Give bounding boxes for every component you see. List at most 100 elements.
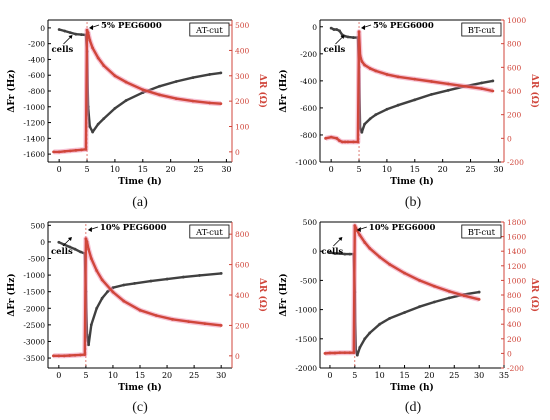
data-point [338, 139, 341, 143]
y-left-axis-label: ΔFr (Hz) [278, 69, 289, 112]
y-right-tick-label: 1200 [507, 262, 526, 271]
data-point [95, 269, 99, 273]
data-point [385, 73, 389, 76]
data-point [446, 82, 450, 86]
series-2-line [53, 237, 222, 357]
cut-label-box [189, 22, 230, 37]
y-right-tick-label: 600 [235, 261, 250, 270]
data-point [57, 28, 61, 31]
panel-label-d: (d) [404, 400, 422, 415]
x-tick-label: 20 [166, 165, 176, 174]
y-right-tick-label: 800 [235, 230, 250, 239]
data-point [358, 346, 362, 349]
cut-label: BT-cut [468, 228, 496, 238]
x-tick-label: 5 [356, 165, 361, 174]
cut-label-box [461, 22, 502, 37]
data-point [363, 337, 367, 341]
data-point [447, 289, 451, 293]
panel-label-c: (c) [132, 400, 148, 415]
cells-annotation: cells [52, 45, 74, 55]
x-tick-label: 15 [138, 165, 148, 174]
y-right-tick-label: 1400 [507, 247, 526, 256]
data-point [358, 54, 362, 57]
x-tick-label: 35 [499, 371, 509, 380]
data-point [165, 277, 169, 281]
y-left-tick-label: -600 [300, 104, 317, 113]
data-point [343, 351, 347, 355]
data-point [378, 322, 382, 326]
data-point [158, 93, 161, 97]
y-left-tick-label: -1500 [23, 288, 45, 297]
y-right-axis-label: ΔR (Ω) [529, 278, 540, 312]
x-tick-label: 0 [57, 165, 62, 174]
cut-label: AT-cut [195, 228, 223, 238]
data-point [208, 73, 212, 76]
y-left-tick-label: 0 [312, 247, 317, 256]
data-point [52, 150, 55, 154]
y-left-tick-label: -200 [300, 50, 317, 59]
y-left-tick-label: 0 [40, 24, 45, 33]
data-point [356, 140, 360, 144]
data-point [52, 354, 55, 358]
data-point [332, 28, 336, 31]
x-tick-label: 10 [382, 165, 392, 174]
data-point [491, 79, 495, 83]
x-tick-label: 0 [329, 165, 334, 174]
data-point [63, 149, 67, 153]
data-point [102, 117, 106, 121]
x-tick-label: 15 [410, 165, 420, 174]
cells-arrow-head [67, 237, 72, 241]
y-left-tick-label: -3500 [23, 354, 45, 363]
data-point [80, 33, 83, 36]
data-point [219, 272, 223, 275]
peg-arrow-head [356, 227, 361, 232]
y-left-tick-label: -800 [300, 131, 317, 140]
data-point [374, 69, 378, 73]
y-right-tick-label: 800 [507, 291, 522, 300]
y-right-tick-label: 600 [507, 306, 522, 315]
x-tick-label: 20 [162, 371, 172, 380]
data-point [378, 255, 382, 259]
y-left-tick-label: 0 [312, 23, 317, 32]
series-2-line [324, 224, 480, 355]
data-point [355, 353, 359, 357]
data-point [491, 89, 495, 93]
data-point [122, 283, 126, 287]
data-point [335, 136, 339, 140]
series-1-line [58, 28, 221, 134]
y-left-tick-label: -1000 [23, 103, 45, 112]
data-point [138, 308, 142, 312]
peg-arrow-head [361, 25, 366, 30]
data-point [352, 351, 356, 355]
series-2-glow [53, 27, 221, 155]
data-point [354, 226, 358, 230]
cut-label: BT-cut [468, 26, 496, 36]
x-axis-label: Time (h) [390, 176, 434, 187]
x-tick-label: 30 [216, 371, 226, 380]
series-2-line [325, 30, 494, 144]
x-tick-label: 5 [83, 371, 88, 380]
data-point [343, 34, 347, 38]
data-point [388, 262, 392, 266]
data-point [187, 320, 191, 324]
y-right-tick-label: 1000 [507, 276, 526, 285]
data-point [149, 279, 153, 283]
x-axis-label: Time (h) [118, 382, 162, 393]
data-point [122, 299, 126, 303]
data-point [57, 354, 61, 358]
data-point [68, 245, 72, 249]
x-tick-label: 0 [327, 371, 332, 380]
data-point [89, 323, 93, 327]
y-left-tick-label: -1000 [295, 158, 317, 167]
data-point [360, 60, 364, 63]
peg-annotation: 5% PEG6000 [373, 21, 434, 31]
x-tick-label: 15 [399, 371, 409, 380]
data-point [368, 246, 372, 250]
data-point [68, 149, 72, 153]
data-point [219, 102, 223, 106]
data-point [91, 46, 95, 50]
y-right-tick-label: 0 [507, 134, 512, 143]
x-tick-label: 25 [465, 165, 475, 174]
data-point [418, 279, 421, 282]
